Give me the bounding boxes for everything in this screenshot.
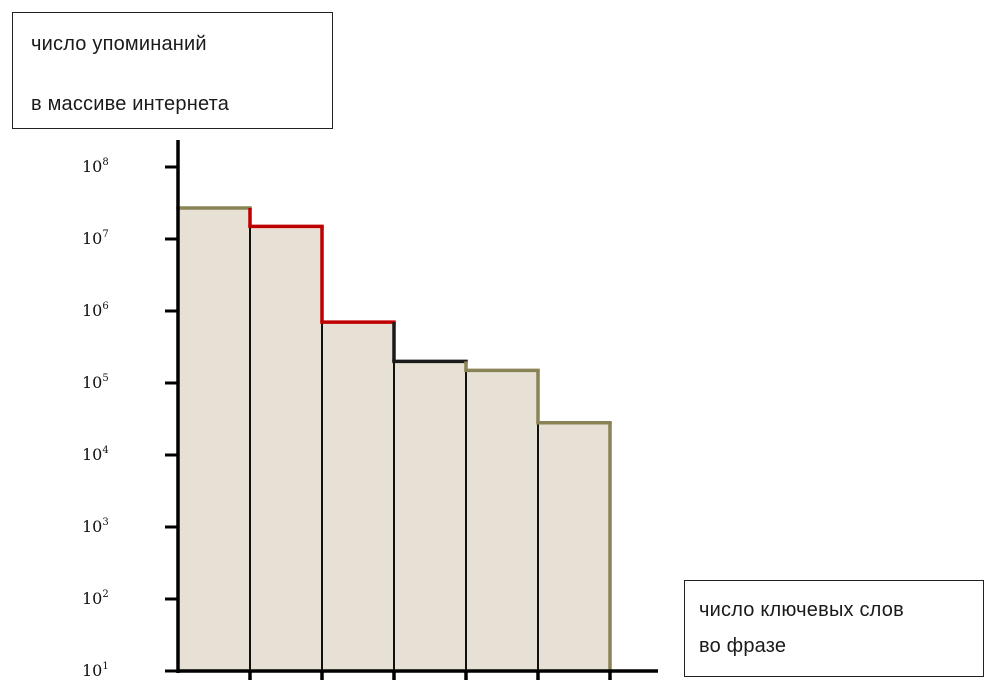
- y-tick-label-2: 102: [82, 589, 109, 608]
- y-tick-label-5: 105: [82, 373, 109, 392]
- y-tick-label-4: 104: [82, 445, 109, 464]
- y-axis-label-line-2: в массиве интернета: [31, 93, 230, 115]
- y-axis-label-line-1: число упоминаний: [31, 33, 207, 55]
- y-tick-label-7: 107: [82, 229, 109, 248]
- bar-6: [538, 422, 610, 671]
- x-axis-label-box: число ключевых слов во фразе: [684, 580, 984, 677]
- bar-5: [466, 370, 538, 671]
- bar-4: [394, 361, 466, 671]
- y-tick-label-8: 108: [82, 157, 109, 176]
- bar-2: [250, 226, 322, 672]
- y-axis-label-box: число упоминаний в массиве интернета: [12, 12, 333, 129]
- bar-1: [178, 207, 250, 671]
- y-tick-label-1: 101: [82, 661, 109, 680]
- y-tick-label-3: 103: [82, 517, 109, 536]
- x-axis-label-line-2: во фразе: [699, 635, 787, 657]
- y-tick-label-6: 106: [82, 301, 109, 320]
- bar-3: [322, 322, 394, 671]
- x-axis-label-line-1: число ключевых слов: [699, 599, 904, 621]
